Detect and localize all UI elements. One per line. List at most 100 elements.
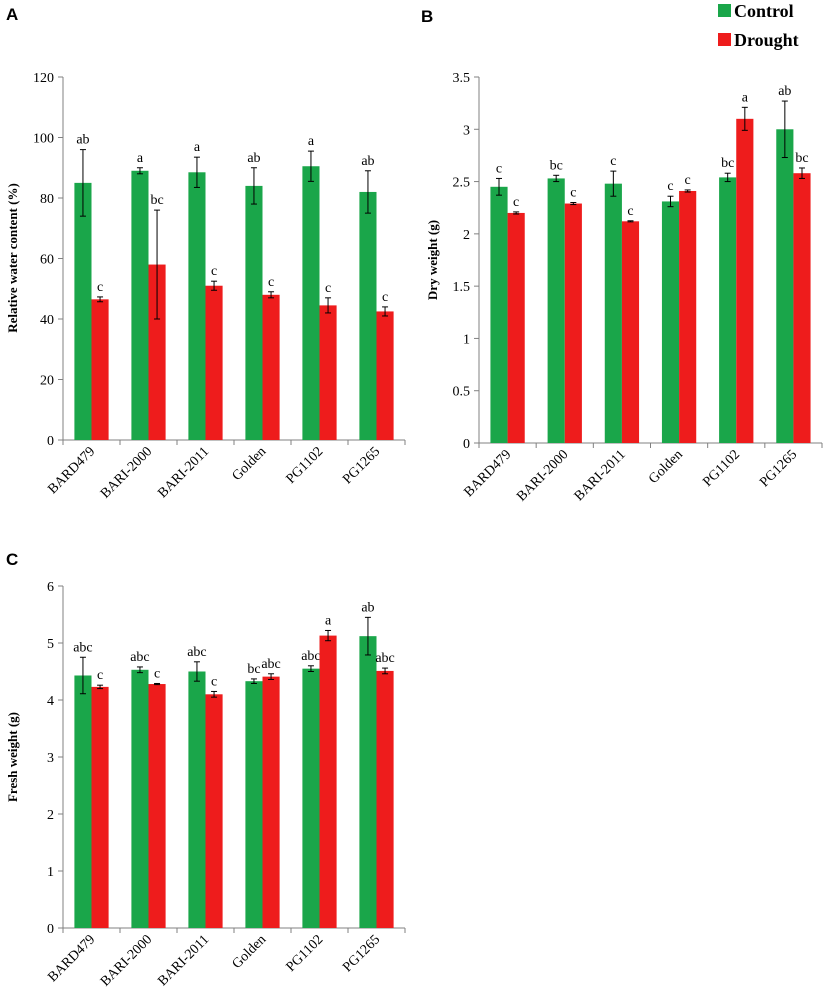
panel-a-ytick-label: 20 bbox=[40, 374, 54, 389]
panel-a-ytick-label: 60 bbox=[40, 253, 54, 268]
panel-c-sig-label-drought: c bbox=[97, 668, 103, 683]
panel-a-ytick-label: 120 bbox=[33, 71, 54, 86]
panel-c-bar-control bbox=[245, 681, 263, 928]
panel-b-sig-label-drought: c bbox=[513, 195, 519, 210]
panel-c-category-label: BARI-2011 bbox=[155, 932, 212, 989]
panel-c-category-label: BARD479 bbox=[45, 932, 98, 985]
panel-b-ytick-label: 0.5 bbox=[453, 385, 471, 400]
panel-b-bar-drought bbox=[507, 212, 525, 443]
panel-c-sig-label-control: abc bbox=[130, 650, 149, 665]
panel-a-category-label: Golden bbox=[230, 444, 270, 484]
legend-swatch-control bbox=[718, 4, 731, 17]
panel-a-sig-label-control: ab bbox=[76, 133, 89, 148]
panel-b-sig-label-drought: c bbox=[685, 173, 691, 188]
panel-c-ylabel: Fresh weight (g) bbox=[5, 712, 20, 802]
panel-c-bar-control bbox=[302, 668, 320, 928]
panel-b-ytick-label: 3.5 bbox=[453, 71, 471, 86]
panel-a-bar-drought bbox=[148, 264, 166, 440]
panel-c-bar-drought bbox=[91, 686, 109, 928]
panel-b-ytick-label: 3 bbox=[463, 123, 470, 138]
panel-c-ytick-label: 0 bbox=[47, 922, 54, 937]
panel-b-sig-label-control: bc bbox=[721, 156, 734, 171]
panel-a-category-label: BARI-2011 bbox=[155, 444, 212, 501]
panel-c-category-label: PG1265 bbox=[340, 932, 383, 975]
panel-c-sig-label-drought: abc bbox=[375, 651, 394, 666]
panel-c-sig-label-control: ab bbox=[361, 600, 374, 615]
panel-b-bar-control bbox=[661, 201, 680, 443]
panel-b-ytick-label: 2.5 bbox=[453, 176, 471, 191]
panel-a-sig-label-drought: c bbox=[211, 264, 217, 279]
panel-c-category-label: Golden bbox=[230, 932, 270, 972]
legend-swatch-drought bbox=[718, 33, 731, 46]
panel-a-ylabel: Relative water content (%) bbox=[5, 183, 20, 333]
panel-c-sig-label-control: abc bbox=[73, 640, 92, 655]
panel-a-bar-drought bbox=[319, 305, 337, 440]
panel-a-sig-label-control: a bbox=[308, 134, 315, 149]
panel-a-sig-label-control: a bbox=[137, 151, 144, 166]
panel-b-bar-control bbox=[490, 186, 508, 444]
panel-b-bar-control bbox=[604, 183, 622, 444]
panel-c-sig-label-control: abc bbox=[301, 649, 320, 664]
panel-c-bar-drought bbox=[319, 635, 337, 928]
panel-c-ytick-label: 3 bbox=[47, 751, 54, 766]
panel-a-category-label: PG1102 bbox=[284, 444, 327, 487]
panel-b-ytick-label: 1 bbox=[463, 332, 470, 347]
panel-b-sig-label-drought: c bbox=[570, 185, 576, 200]
panel-c-ytick-label: 4 bbox=[47, 694, 54, 709]
panel-b-ytick-label: 0 bbox=[463, 437, 470, 452]
panel-a-sig-label-control: a bbox=[194, 140, 201, 155]
panel-c-bar-drought bbox=[262, 676, 280, 928]
panel-a-category-label: BARD479 bbox=[45, 444, 98, 497]
panel-b-sig-label-drought: c bbox=[627, 204, 633, 219]
panel-c-category-label: PG1102 bbox=[284, 932, 327, 975]
panel-c-bar-drought bbox=[148, 684, 166, 928]
panel-a-sig-label-control: ab bbox=[247, 151, 260, 166]
panel-a-bar-control bbox=[359, 191, 377, 440]
panel-b-sig-label-drought: a bbox=[742, 90, 749, 105]
panel-b-bar-control bbox=[776, 129, 794, 444]
panel-a-bar-control bbox=[74, 182, 92, 440]
panel-a-bar-drought bbox=[91, 299, 109, 440]
panel-b-sig-label-control: c bbox=[667, 179, 673, 194]
panel-a-sig-label-drought: c bbox=[97, 280, 103, 295]
panel-b-ytick-label: 1.5 bbox=[453, 280, 471, 295]
panel-c-bar-control bbox=[359, 636, 377, 928]
panel-a-sig-label-control: ab bbox=[361, 154, 374, 169]
panel-b-category-label: Golden bbox=[646, 447, 686, 487]
panel-c-category-label: BARI-2000 bbox=[98, 932, 155, 989]
panel-a-category-label: BARI-2000 bbox=[98, 444, 155, 501]
panel-b-category-label: BARD479 bbox=[461, 447, 514, 500]
panel-c-bar-drought bbox=[205, 694, 223, 928]
panel-a-bar-control bbox=[245, 185, 263, 440]
panel-b-bar-control bbox=[719, 177, 737, 444]
panel-b-sig-label-drought: bc bbox=[795, 151, 808, 166]
panel-b-bar-drought bbox=[679, 190, 697, 443]
panel-b-category-label: PG1102 bbox=[700, 447, 743, 490]
panel-c-sig-label-drought: c bbox=[211, 674, 217, 689]
panel-a-sig-label-drought: c bbox=[325, 281, 331, 296]
panel-c-sig-label-control: bc bbox=[247, 662, 260, 677]
panel-a-bar-control bbox=[302, 166, 320, 441]
panel-c-bar-control bbox=[131, 669, 149, 928]
panel-a-bar-drought bbox=[205, 285, 223, 440]
panel-a-bar-control bbox=[131, 170, 149, 440]
panel-b-sig-label-control: c bbox=[610, 154, 616, 169]
panel-b-bar-drought bbox=[736, 118, 754, 443]
panel-c-sig-label-drought: c bbox=[154, 666, 160, 681]
panel-a-category-label: PG1265 bbox=[340, 444, 383, 487]
panel-b-sig-label-control: c bbox=[496, 161, 502, 176]
panel-a-sig-label-drought: c bbox=[382, 290, 388, 305]
panel-c-bar-control bbox=[74, 675, 92, 928]
panel-c-sig-label-control: abc bbox=[187, 645, 206, 660]
panel-c-letter: C bbox=[6, 550, 18, 569]
panel-b-category-label: PG1265 bbox=[757, 447, 800, 490]
panel-a-ytick-label: 100 bbox=[33, 132, 54, 147]
panel-a-bar-drought bbox=[376, 311, 394, 440]
panel-a-ytick-label: 0 bbox=[47, 434, 54, 449]
panel-b-letter: B bbox=[421, 7, 433, 26]
panel-c-ytick-label: 2 bbox=[47, 808, 54, 823]
panel-b-bar-drought bbox=[564, 203, 582, 443]
panel-c-sig-label-drought: abc bbox=[261, 657, 280, 672]
panel-b-ytick-label: 2 bbox=[463, 228, 470, 243]
